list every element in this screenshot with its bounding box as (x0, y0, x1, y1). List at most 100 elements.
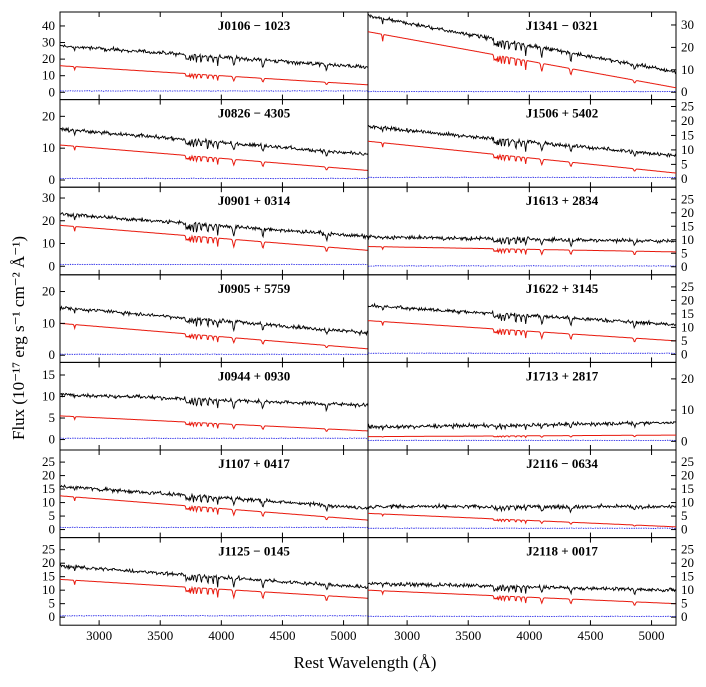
observed-spectrum (367, 302, 677, 330)
y-tick-label: 20 (681, 468, 694, 483)
residual-spectrum (60, 437, 369, 440)
y-tick-label: 20 (42, 108, 55, 123)
panel-title: J2116 − 0634 (526, 456, 598, 471)
observed-spectrum (59, 563, 369, 591)
y-tick-label: 0 (681, 84, 688, 99)
y-tick-label: 10 (42, 582, 55, 597)
panel-frame (59, 274, 369, 363)
residual-spectrum (59, 90, 369, 92)
model-spectrum (59, 495, 368, 521)
residual-spectrum (367, 176, 677, 179)
panel-title: J1613 + 2834 (526, 193, 599, 208)
model-spectrum (368, 246, 676, 256)
y-tick-label: 0 (49, 522, 56, 537)
x-tick-label: 3500 (455, 628, 481, 643)
y-tick-label: 10 (681, 142, 694, 157)
y-tick-label: 0 (681, 171, 688, 186)
y-tick-label: 30 (42, 35, 55, 50)
residual-spectrum (367, 615, 677, 618)
y-tick-label: 20 (42, 468, 55, 483)
y-tick-label: 10 (681, 232, 694, 247)
y-tick-label: 25 (681, 191, 694, 206)
panel-title: J0901 + 0314 (218, 193, 291, 208)
y-tick-label: 20 (42, 213, 55, 228)
y-tick-label: 20 (42, 284, 55, 299)
y-tick-label: 5 (681, 156, 688, 171)
y-tick-label: 15 (681, 127, 694, 142)
y-tick-label: 15 (681, 569, 694, 584)
y-tick-label: 15 (681, 306, 694, 321)
panel-frame (367, 186, 677, 276)
y-tick-label: 5 (49, 410, 56, 425)
residual-spectrum (367, 527, 677, 530)
residual-spectrum (367, 90, 677, 93)
spectrum-panel: 0 10 20 J1713 + 2817 (367, 361, 694, 451)
y-tick-label: 20 (42, 51, 55, 66)
y-tick-label: 0 (49, 609, 56, 624)
y-tick-label: 20 (42, 555, 55, 570)
panel-title: J1125 − 0145 (218, 544, 290, 559)
y-axis-label: Flux (10⁻¹⁷ erg s⁻¹ cm⁻² Å⁻¹) (9, 236, 28, 440)
y-tick-label: 10 (42, 236, 55, 251)
panel-title: J0944 + 0930 (218, 368, 290, 383)
panel-title: J1622 + 3145 (526, 281, 599, 296)
observed-spectrum (367, 502, 677, 514)
y-tick-label: 0 (49, 347, 56, 362)
panel-title: J1341 − 0321 (526, 18, 598, 33)
y-tick-label: 25 (681, 542, 694, 557)
x-tick-label: 3000 (86, 628, 112, 643)
y-tick-label: 10 (42, 315, 55, 330)
residual-spectrum (59, 614, 369, 617)
y-tick-label: 25 (681, 454, 694, 469)
observed-spectrum (59, 126, 369, 157)
y-tick-label: 0 (49, 258, 56, 273)
observed-spectrum (367, 581, 677, 596)
observed-spectrum (367, 13, 677, 75)
residual-spectrum (368, 352, 677, 355)
panel-frame (59, 186, 369, 276)
y-tick-label: 10 (681, 319, 694, 334)
panel-title: J2118 + 0017 (526, 544, 598, 559)
y-tick-label: 0 (49, 172, 56, 187)
x-tick-label: 3000 (394, 628, 420, 643)
observed-spectrum (59, 484, 369, 513)
panel-frame (59, 361, 369, 451)
residual-spectrum (59, 177, 369, 180)
y-tick-label: 10 (42, 68, 55, 83)
y-tick-label: 0 (681, 609, 688, 624)
y-tick-label: 0 (681, 433, 688, 448)
y-tick-label: 40 (42, 18, 55, 33)
y-tick-label: 10 (42, 389, 55, 404)
model-spectrum (367, 140, 677, 174)
model-spectrum (60, 65, 368, 86)
x-tick-label: 5000 (639, 628, 665, 643)
y-tick-label: 0 (681, 259, 688, 274)
model-spectrum (59, 224, 368, 252)
model-spectrum (59, 144, 369, 171)
model-spectrum (367, 320, 677, 343)
residual-spectrum (60, 263, 368, 266)
y-tick-label: 10 (681, 62, 694, 77)
panel-frame (59, 537, 369, 626)
spectrum-panel: 0 5 10 15 J0944 + 0930 (42, 361, 369, 451)
y-tick-label: 10 (42, 495, 55, 510)
panel-frame (367, 11, 677, 101)
y-tick-label: 15 (42, 481, 55, 496)
x-tick-label: 4500 (269, 628, 295, 643)
panel-title: J1506 + 5402 (526, 106, 598, 121)
panel-title: J1713 + 2817 (526, 368, 599, 383)
model-spectrum (368, 512, 677, 528)
residual-spectrum (59, 526, 368, 529)
y-tick-label: 20 (681, 292, 694, 307)
y-tick-label: 15 (42, 569, 55, 584)
panel-frame (367, 537, 677, 626)
y-tick-label: 20 (681, 113, 694, 128)
y-tick-label: 0 (49, 432, 56, 447)
